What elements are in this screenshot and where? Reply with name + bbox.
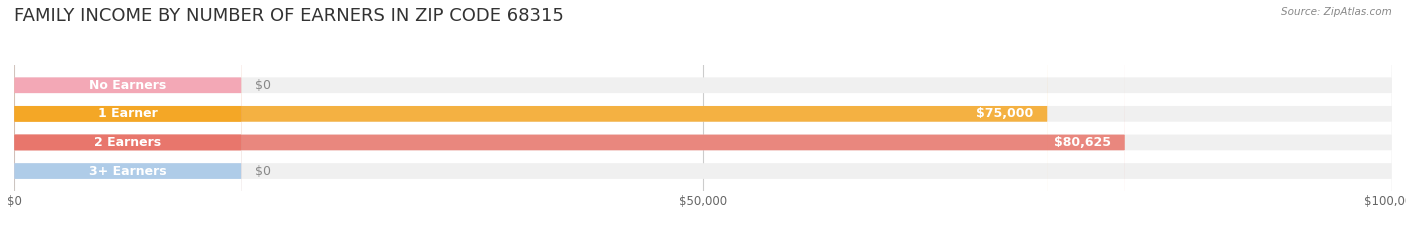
FancyBboxPatch shape <box>14 0 1392 233</box>
Text: $75,000: $75,000 <box>976 107 1033 120</box>
FancyBboxPatch shape <box>14 0 242 233</box>
Text: Source: ZipAtlas.com: Source: ZipAtlas.com <box>1281 7 1392 17</box>
Text: FAMILY INCOME BY NUMBER OF EARNERS IN ZIP CODE 68315: FAMILY INCOME BY NUMBER OF EARNERS IN ZI… <box>14 7 564 25</box>
Text: 2 Earners: 2 Earners <box>94 136 162 149</box>
FancyBboxPatch shape <box>14 0 242 233</box>
FancyBboxPatch shape <box>14 0 242 233</box>
Text: $80,625: $80,625 <box>1054 136 1111 149</box>
Text: $0: $0 <box>256 79 271 92</box>
Text: 3+ Earners: 3+ Earners <box>89 164 166 178</box>
Text: No Earners: No Earners <box>89 79 166 92</box>
FancyBboxPatch shape <box>14 0 1047 233</box>
FancyBboxPatch shape <box>14 0 1392 233</box>
FancyBboxPatch shape <box>14 0 242 233</box>
Text: 1 Earner: 1 Earner <box>98 107 157 120</box>
FancyBboxPatch shape <box>14 0 1392 233</box>
FancyBboxPatch shape <box>14 0 1125 233</box>
FancyBboxPatch shape <box>14 0 1392 233</box>
Text: $0: $0 <box>256 164 271 178</box>
